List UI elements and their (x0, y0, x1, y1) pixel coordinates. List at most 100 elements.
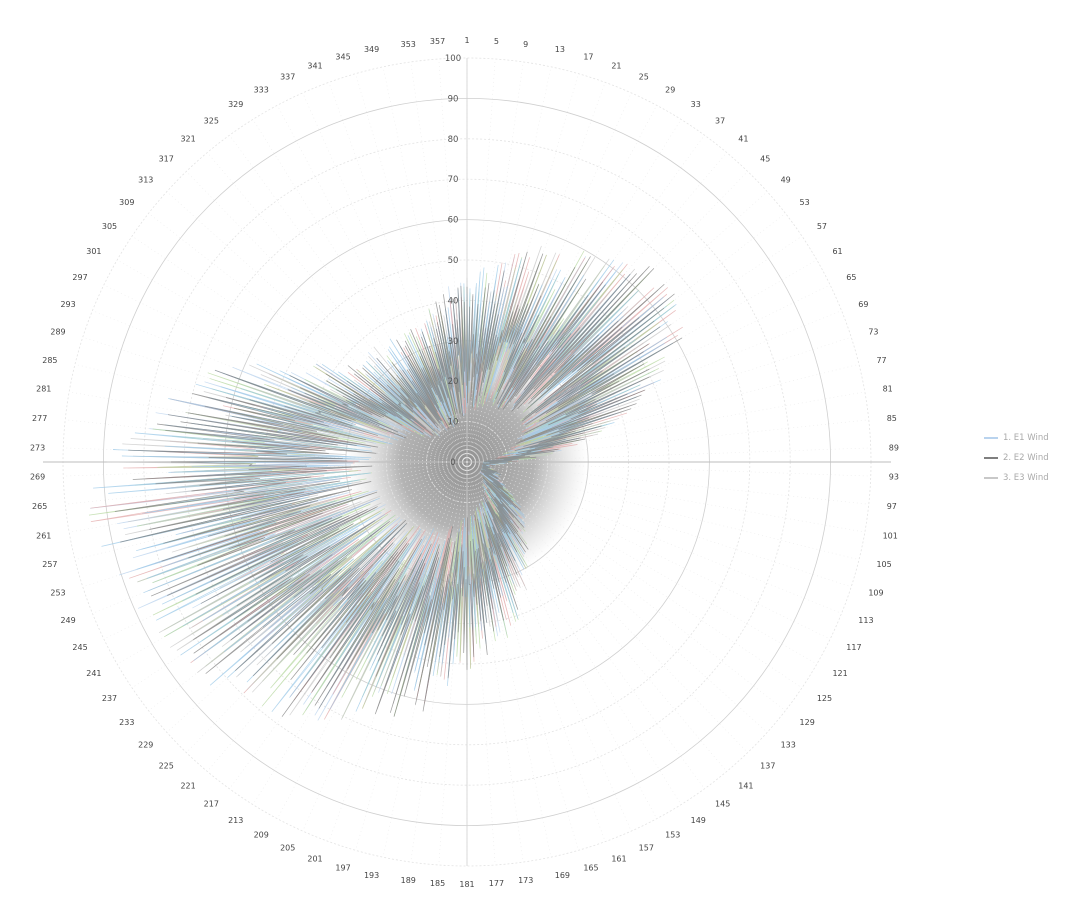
angle-tick-label: 269 (30, 473, 45, 482)
angle-tick-label: 161 (611, 855, 626, 864)
grid-spoke (466, 73, 579, 463)
grid-spoke (466, 171, 748, 463)
grid-spoke (186, 461, 468, 753)
angle-tick-label: 57 (817, 222, 827, 231)
angle-tick-label: 309 (119, 198, 134, 207)
radial-grid (43, 57, 891, 867)
radial-tick-label: 90 (448, 94, 459, 104)
grid-spoke (466, 119, 682, 463)
grid-spoke (466, 82, 606, 463)
grid-spoke (355, 73, 468, 463)
angle-tick-label: 285 (42, 356, 57, 365)
legend-item-e1[interactable]: 1. E1 Wind (984, 428, 1080, 448)
grid-spoke (466, 191, 768, 463)
grid-spoke (466, 461, 727, 772)
angle-tick-label: 17 (583, 52, 593, 61)
grid-spoke (229, 461, 468, 790)
angle-tick-label: 221 (180, 781, 195, 790)
grid-spoke (328, 461, 468, 842)
grid-spoke (74, 363, 468, 463)
angle-tick-label: 229 (138, 740, 153, 749)
grid-spoke (466, 461, 632, 832)
grid-spoke (131, 235, 468, 463)
grid-spoke (466, 461, 842, 614)
angle-tick-label: 293 (60, 300, 75, 309)
grid-spoke (116, 259, 468, 463)
grid-spoke (466, 461, 606, 842)
angle-tick-label: 37 (715, 117, 725, 126)
angle-tick-label: 201 (307, 855, 322, 864)
angle-tick-label: 289 (50, 328, 65, 337)
grid-spoke (252, 119, 468, 463)
series-layer (88, 245, 683, 721)
angle-tick-label: 5 (494, 37, 499, 46)
angle-tick-label: 21 (611, 61, 621, 70)
angle-tick-label: 1 (464, 36, 469, 45)
angle-tick-label: 305 (102, 222, 117, 231)
angle-tick-label: 105 (876, 560, 891, 569)
grid-spoke (252, 461, 468, 805)
radial-tick-label: 20 (448, 377, 459, 387)
legend-swatch-e1 (984, 437, 998, 439)
angle-tick-label: 85 (887, 414, 897, 423)
angle-tick-label: 93 (889, 473, 899, 482)
angle-tick-label: 205 (280, 844, 295, 853)
grid-spoke (355, 461, 468, 851)
grid-spoke (103, 284, 468, 463)
angle-tick-label: 61 (832, 247, 842, 256)
angle-tick-label: 329 (228, 100, 243, 109)
legend-swatch-e3 (984, 477, 998, 479)
legend-item-e3[interactable]: 3. E3 Wind (984, 468, 1080, 488)
angle-tick-label: 321 (180, 135, 195, 144)
angle-tick-label: 185 (430, 879, 445, 888)
angle-tick-label: 341 (307, 61, 322, 70)
grid-spoke (466, 461, 871, 477)
angle-tick-label: 313 (138, 176, 153, 185)
grid-spoke (466, 461, 748, 753)
legend-swatch-e2 (984, 457, 998, 459)
angle-tick-label: 241 (86, 669, 101, 678)
angle-tick-label: 257 (42, 560, 57, 569)
angle-tick-label: 89 (889, 443, 899, 452)
grid-spoke (466, 461, 803, 689)
angle-tick-label: 73 (868, 328, 878, 337)
grid-spoke (302, 461, 468, 832)
grid-spoke (466, 152, 727, 463)
radial-tick-label: 50 (448, 256, 459, 266)
angle-tick-label: 189 (401, 876, 416, 885)
angle-tick-label: 149 (691, 816, 706, 825)
radial-tick-label: 0 (450, 458, 455, 468)
angle-tick-label: 69 (858, 300, 868, 309)
angle-tick-label: 133 (781, 740, 796, 749)
angle-tick-label: 209 (254, 831, 269, 840)
angle-tick-label: 273 (30, 443, 45, 452)
series-trace-6 (114, 251, 683, 717)
angle-tick-label: 125 (817, 694, 832, 703)
grid-spoke (466, 134, 705, 463)
grid-spoke (438, 461, 468, 866)
angle-tick-label: 169 (555, 871, 570, 880)
grid-spoke (466, 461, 852, 588)
legend-label-e1: 1. E1 Wind (1003, 433, 1049, 443)
radial-tick-label: 80 (448, 135, 459, 145)
grid-spoke (410, 461, 468, 863)
grid-spoke (438, 58, 468, 463)
grid-spoke (466, 213, 786, 463)
angle-tick-label: 165 (583, 864, 598, 873)
grid-spoke (466, 419, 869, 463)
grid-spoke (466, 461, 786, 711)
legend-item-e2[interactable]: 2. E2 Wind (984, 448, 1080, 468)
angle-tick-label: 225 (159, 762, 174, 771)
angle-tick-label: 121 (832, 669, 847, 678)
angle-tick-label: 249 (60, 616, 75, 625)
angle-tick-label: 245 (72, 643, 87, 652)
grid-spoke (277, 105, 468, 463)
angle-tick-label: 357 (430, 37, 445, 46)
grid-spoke (207, 152, 468, 463)
angle-tick-label: 349 (364, 45, 379, 54)
angle-tick-label: 253 (50, 588, 65, 597)
angle-tick-label: 109 (868, 588, 883, 597)
legend-label-e3: 3. E3 Wind (1003, 473, 1049, 483)
grid-spoke (65, 461, 468, 505)
radial-tick-label: 70 (448, 175, 459, 185)
